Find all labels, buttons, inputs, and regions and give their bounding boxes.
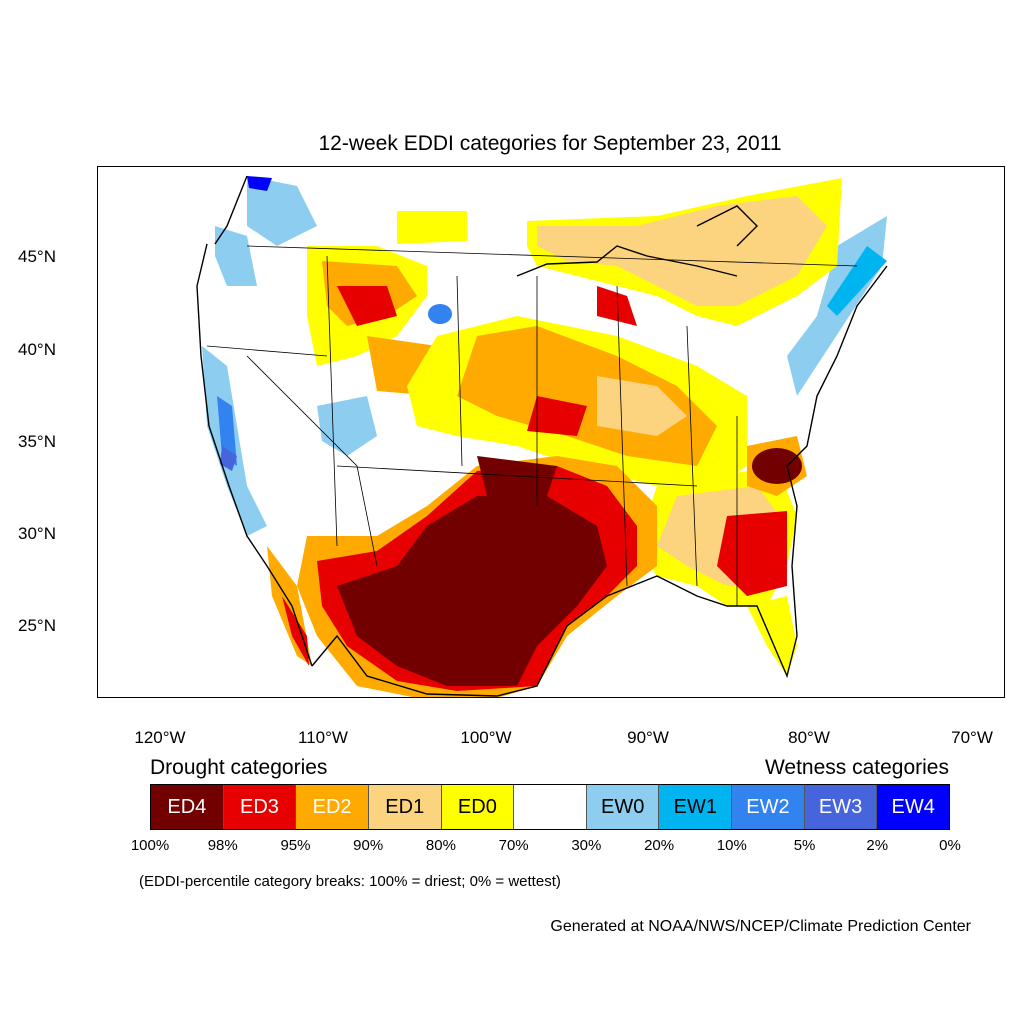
wetness-heading: Wetness categories	[764, 756, 949, 779]
category-note: (EDDI-percentile category breaks: 100% =…	[139, 873, 561, 890]
legend-box-ed2: ED2	[296, 785, 369, 829]
eddi-map	[97, 166, 1005, 698]
legend-box-ed4: ED4	[151, 785, 224, 829]
percentile-break: 20%	[644, 837, 675, 854]
legend-bar: ED4 ED3 ED2 ED1 ED0 EW0 EW1 EW2 EW3 EW4	[150, 784, 950, 830]
percentile-break: 0%	[939, 837, 961, 854]
lat-label-25: 25°N	[18, 616, 56, 635]
legend-box-ew3: EW3	[804, 785, 878, 829]
legend-box-ew0: EW0	[586, 785, 660, 829]
percentile-break: 30%	[571, 837, 602, 854]
map-title: 12-week EDDI categories for September 23…	[318, 132, 782, 155]
lon-label-80: 80°W	[788, 728, 830, 747]
legend-box-ed3: ED3	[223, 785, 297, 829]
lat-label-35: 35°N	[18, 432, 56, 451]
percentile-break: 80%	[425, 837, 456, 854]
percentile-break: 100%	[130, 837, 170, 854]
legend-box-ew4: EW4	[877, 785, 950, 829]
legend-box-ed1: ED1	[368, 785, 442, 829]
lon-label-120: 120°W	[134, 728, 186, 747]
lon-label-110: 110°W	[298, 728, 348, 747]
legend-box-ed0: ED0	[441, 785, 515, 829]
drought-heading: Drought categories	[150, 756, 328, 779]
percentile-break: 70%	[498, 837, 529, 854]
percentile-break: 95%	[280, 837, 311, 854]
percentile-break: 10%	[716, 837, 747, 854]
legend-box-ew1: EW1	[659, 785, 733, 829]
percentile-break: 98%	[207, 837, 238, 854]
legend-box-normal	[514, 785, 587, 829]
lon-label-90: 90°W	[627, 728, 669, 747]
lon-label-70: 70°W	[951, 728, 993, 747]
percentile-break: 2%	[866, 837, 889, 854]
lat-label-30: 30°N	[18, 524, 56, 543]
legend-box-ew2: EW2	[732, 785, 805, 829]
lon-label-100: 100°W	[460, 728, 512, 747]
credit-line: Generated at NOAA/NWS/NCEP/Climate Predi…	[550, 918, 971, 935]
percentile-break: 5%	[793, 837, 816, 854]
lat-label-40: 40°N	[18, 340, 56, 359]
percentile-break: 90%	[353, 837, 384, 854]
lat-label-45: 45°N	[18, 247, 56, 266]
